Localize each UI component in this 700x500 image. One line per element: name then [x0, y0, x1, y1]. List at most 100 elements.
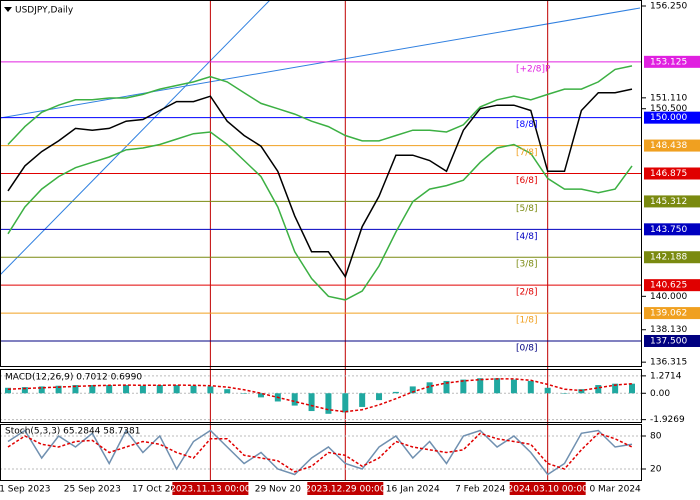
macd-bar [21, 387, 28, 394]
level-value-label: 153.125 [650, 57, 687, 67]
macd-bar [224, 389, 231, 394]
macd-bar [190, 385, 197, 394]
macd-bar [106, 385, 113, 394]
macd-bar [510, 379, 517, 394]
series-line [7, 432, 633, 473]
date-label-box [307, 482, 384, 495]
level-name: [2/8] [516, 288, 538, 298]
x-tick-label: 25 Sep 2023 [64, 485, 121, 495]
level-value-box [644, 195, 700, 208]
x-tick-label: 29 Nov 20 [255, 485, 301, 495]
level-value-box [644, 223, 700, 236]
macd-bar [207, 386, 214, 394]
y-tick-label: -1.9269 [650, 415, 685, 425]
macd-bar [72, 385, 79, 394]
main-panel [0, 0, 642, 367]
macd-title: MACD(12,26,9) 0.7012 0.6990 [5, 373, 142, 383]
y-tick-label: 151.110 [650, 93, 687, 103]
level-name: [5/8] [516, 204, 538, 214]
macd-bar [376, 393, 383, 401]
macd-bar [5, 387, 11, 394]
y-tick-label: 150.500 [650, 104, 687, 114]
level-name: [4/8] [516, 232, 538, 242]
level-value-label: 137.500 [650, 336, 687, 346]
series-line [7, 131, 633, 301]
level-name: [1/8] [516, 316, 538, 326]
series-line [7, 429, 633, 476]
macd-bar [629, 383, 635, 394]
macd-bar [494, 378, 501, 394]
y-tick-label: 156.250 [650, 2, 687, 12]
level-value-box [644, 55, 700, 68]
macd-bar [291, 393, 298, 406]
level-value-box [644, 334, 700, 347]
x-tick-label: 7 Feb 2024 [455, 485, 506, 495]
level-name: [7/8] [516, 148, 538, 158]
level-value-box [644, 279, 700, 292]
level-value-label: 139.062 [650, 309, 687, 319]
macd-bar [544, 387, 551, 394]
level-value-box [644, 307, 700, 320]
macd-bar [38, 386, 45, 394]
macd-bar [257, 393, 264, 398]
series-line [7, 88, 633, 279]
plot-layer [0, 0, 642, 480]
x-tick-label: 0 Mar 2024 [589, 485, 641, 495]
macd-bar [342, 393, 349, 413]
macd-bar [55, 385, 62, 394]
x-tick-label: 1 Sep 2023 [0, 485, 51, 495]
trend-line [0, 7, 641, 119]
date-label-box [172, 482, 249, 495]
macd-bar [477, 378, 484, 394]
menu-icon [4, 7, 12, 12]
level-value-label: 145.312 [650, 197, 687, 207]
x-tick-label: 17 Oct 2023 [132, 485, 188, 495]
macd-bar [359, 393, 366, 407]
y-tick-label: 20 [650, 465, 662, 475]
date-label-box [509, 482, 586, 495]
level-name: [6/8] [516, 176, 538, 186]
level-value-box [644, 167, 700, 180]
macd-bar [308, 393, 315, 412]
macd-bar [460, 379, 467, 394]
macd-bar [409, 386, 416, 394]
macd-bar [156, 385, 163, 394]
macd-bar [89, 385, 96, 394]
y-tick-label: 136.315 [650, 358, 687, 368]
level-value-label: 140.625 [650, 281, 687, 291]
x-tick-label: 2023.12.29 00:00 [305, 485, 386, 495]
level-value-label: 150.000 [650, 113, 687, 123]
level-name: [3/8] [516, 260, 538, 270]
macd-bar [612, 383, 619, 394]
y-tick-label: 1.2714 [650, 371, 682, 381]
macd-bar [325, 393, 332, 414]
macd-bar [595, 385, 602, 394]
x-tick-label: 2024.03.10 00:00 [508, 485, 589, 495]
macd-bar [426, 382, 433, 394]
y-tick-label: 0.00 [650, 389, 670, 399]
macd-panel [0, 369, 642, 423]
stoch-title: Stoch(5,3,3) 65.2844 58.7381 [5, 427, 140, 437]
stoch-panel [0, 424, 642, 481]
macd-bar [173, 385, 180, 394]
level-value-label: 148.438 [650, 141, 687, 151]
level-name: [0/8] [516, 343, 538, 353]
level-name: [8/8] [516, 120, 538, 130]
level-value-box [644, 139, 700, 152]
level-value-label: 143.750 [650, 225, 687, 235]
macd-bar [443, 380, 450, 394]
macd-bar [392, 391, 399, 394]
level-value-box [644, 111, 700, 124]
macd-bar [561, 393, 568, 394]
level-name: [+2/8]P [516, 64, 551, 74]
x-tick-label: 16 Jan 2024 [386, 485, 440, 495]
level-value-box [644, 251, 700, 264]
x-tick-label: 2023.11.13 00:00 [170, 485, 251, 495]
macd-bar [527, 380, 534, 394]
macd-bar [139, 385, 146, 394]
level-value-label: 142.188 [650, 253, 687, 263]
macd-bar [241, 393, 248, 394]
series-line [7, 378, 633, 413]
